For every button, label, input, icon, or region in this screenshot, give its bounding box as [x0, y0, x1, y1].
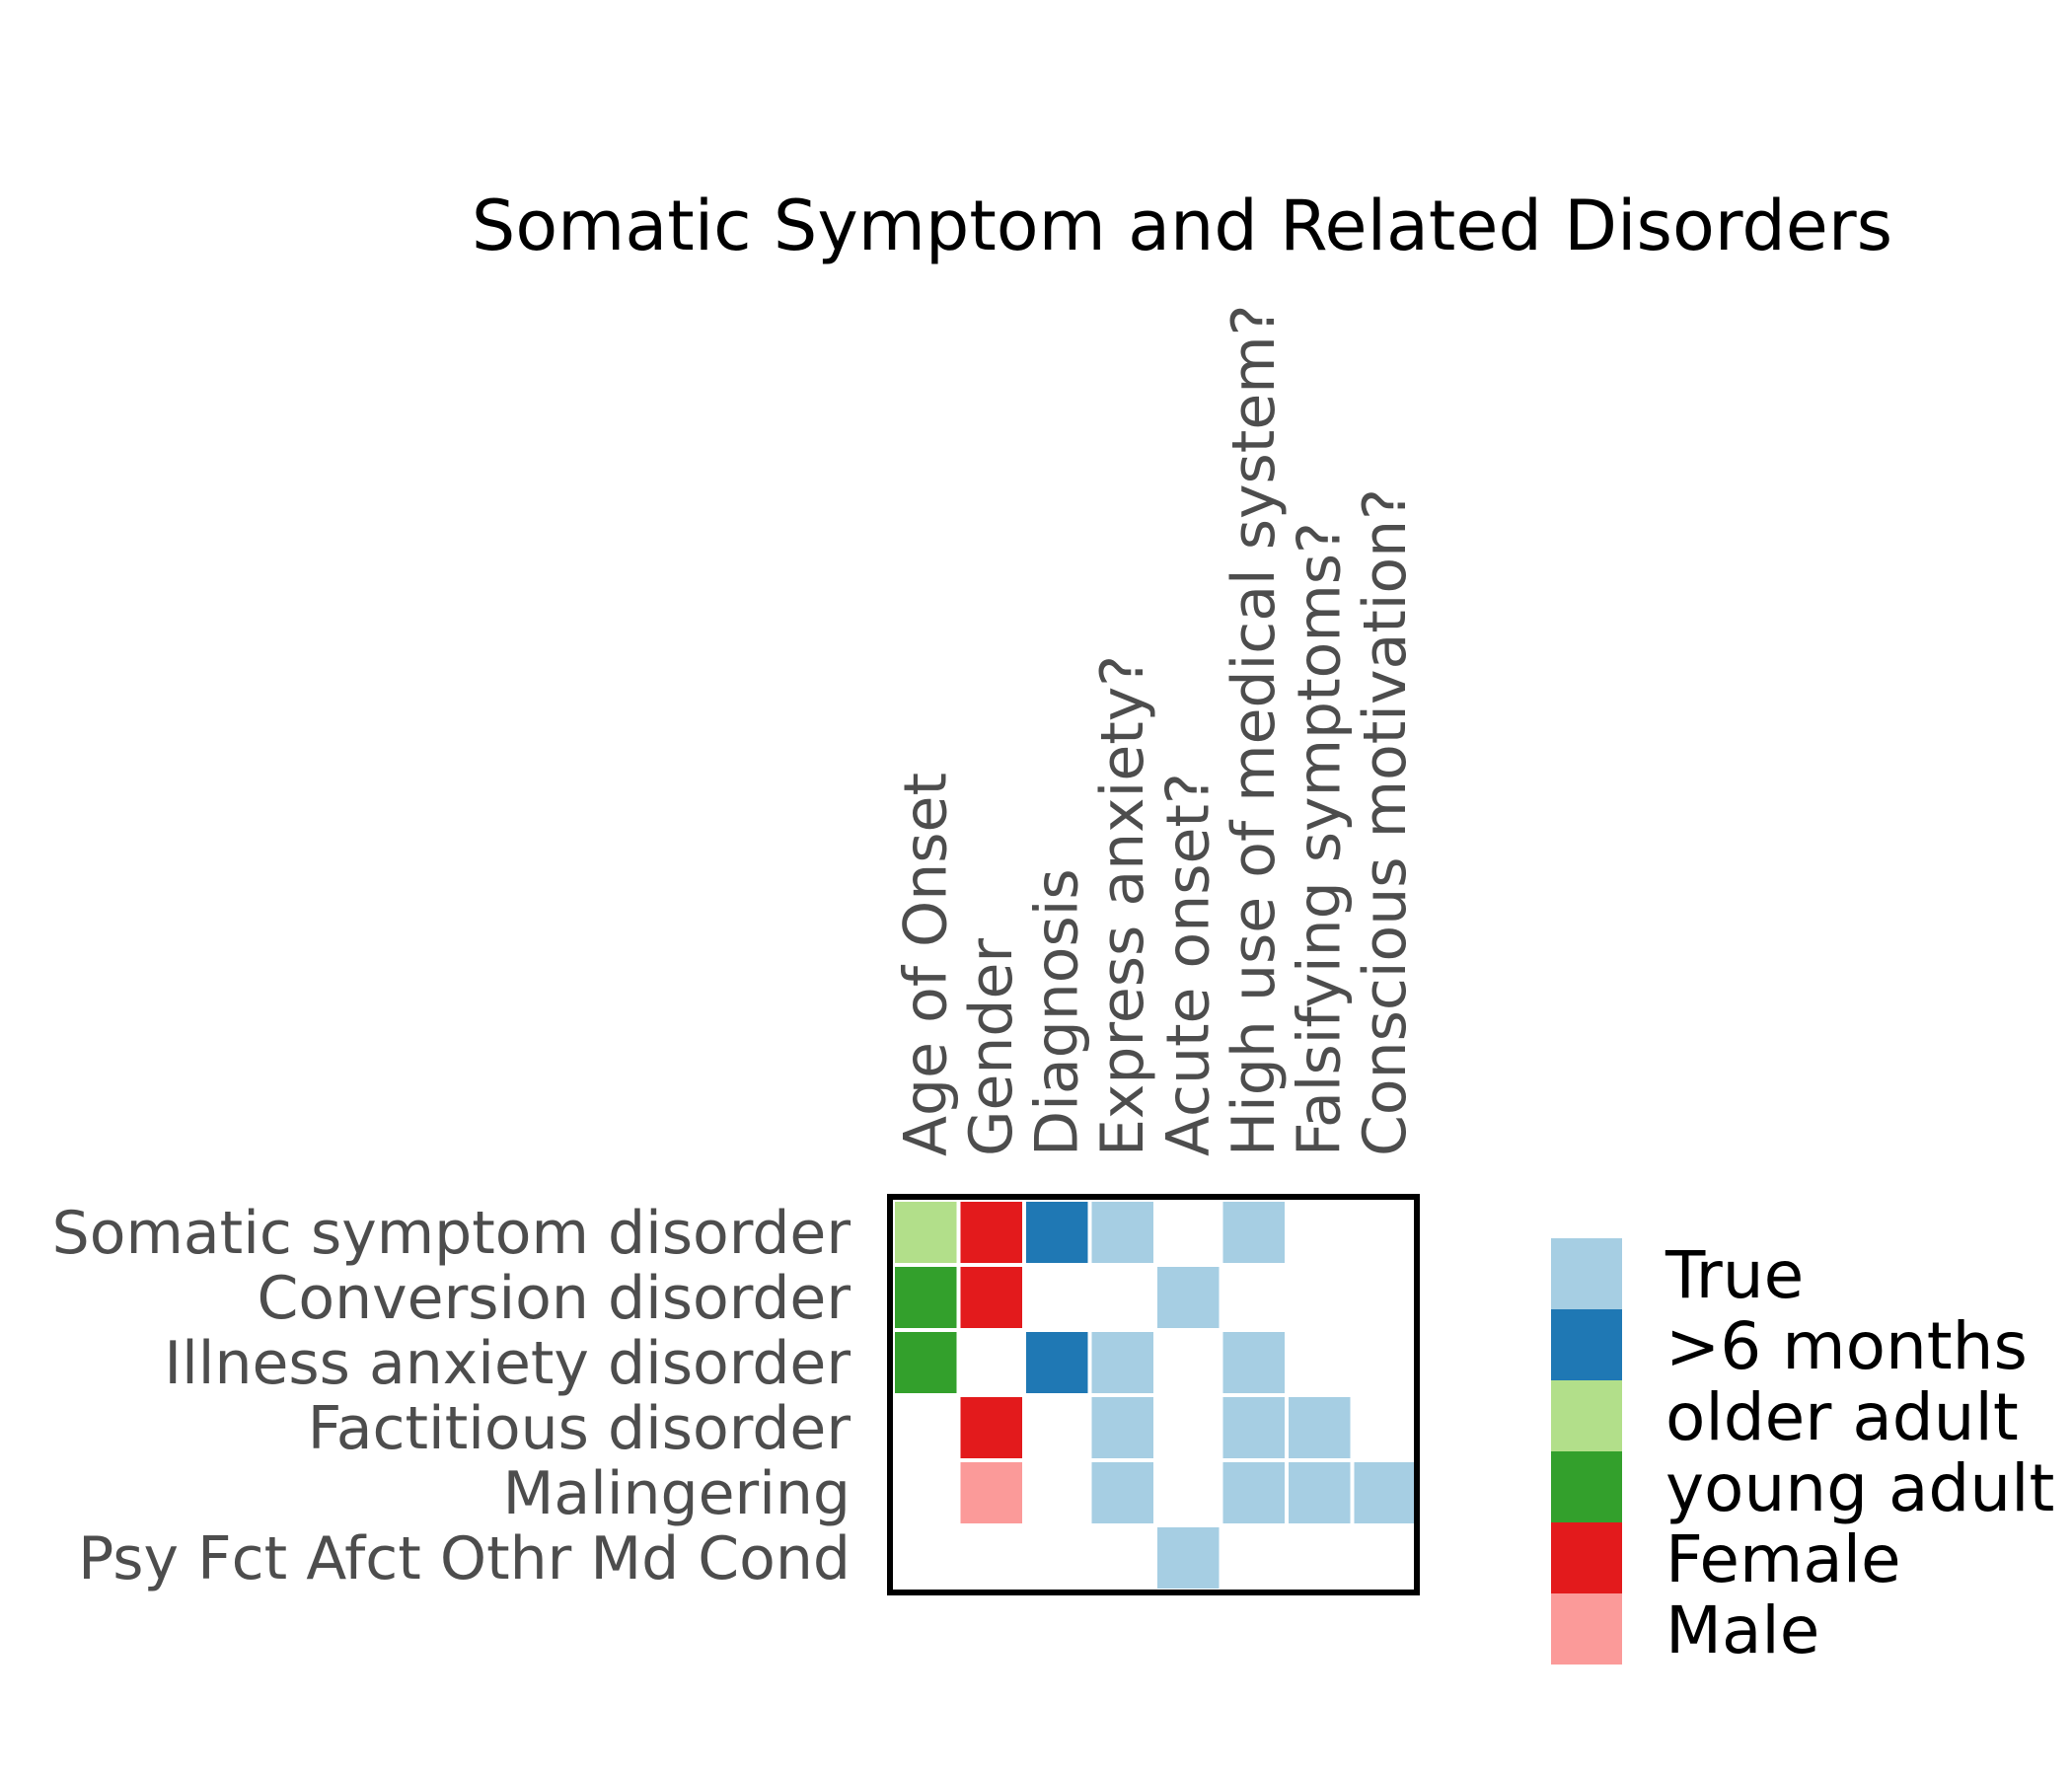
- heatmap-cell-illness-anxiety-disorder-age-of-onset: [895, 1332, 957, 1393]
- row-label-somatic-symptom-disorder: Somatic symptom disorder: [52, 1199, 851, 1268]
- legend-label-female: Female: [1665, 1521, 1901, 1597]
- row-label-psy-fct-afct-othr-md-cond: Psy Fct Afct Othr Md Cond: [78, 1524, 851, 1593]
- heatmap-cell-malingering-express-anxiety: [1091, 1462, 1153, 1523]
- heatmap-cell-factitious-disorder-high-use-of-medical-system: [1222, 1397, 1285, 1458]
- column-label-gender: Gender: [957, 938, 1026, 1156]
- legend-swatch-male: [1551, 1593, 1622, 1665]
- legend-label-true: True: [1665, 1237, 1804, 1313]
- row-label-factitious-disorder: Factitious disorder: [308, 1394, 851, 1463]
- legend-swatch-6-months: [1551, 1309, 1622, 1380]
- heatmap-cell-illness-anxiety-disorder-express-anxiety: [1091, 1332, 1153, 1393]
- heatmap-cell-conversion-disorder-acute-onset: [1157, 1267, 1220, 1328]
- heatmap-cell-conversion-disorder-age-of-onset: [895, 1267, 957, 1328]
- row-label-illness-anxiety-disorder: Illness anxiety disorder: [164, 1329, 851, 1398]
- column-label-acute-onset: Acute onset?: [1153, 773, 1222, 1156]
- column-label-express-anxiety: Express anxiety?: [1088, 655, 1157, 1156]
- heatmap-cell-malingering-high-use-of-medical-system: [1222, 1462, 1285, 1523]
- heatmap-cells: [895, 1202, 1416, 1589]
- heatmap-frame: [887, 1194, 1420, 1595]
- column-label-conscious-motivation: Conscious motivation?: [1351, 488, 1420, 1156]
- column-label-falsifying-symptoms: Falsifying symptoms?: [1285, 522, 1354, 1156]
- column-label-high-use-of-medical-system: High use of medical system?: [1220, 304, 1289, 1156]
- heatmap-cell-somatic-symptom-disorder-age-of-onset: [895, 1202, 957, 1263]
- column-label-age-of-onset: Age of Onset: [891, 773, 960, 1156]
- legend-label-young-adult: young adult: [1665, 1450, 2054, 1526]
- heatmap-cell-malingering-gender: [960, 1462, 1022, 1523]
- heatmap-cell-factitious-disorder-gender: [960, 1397, 1022, 1458]
- heatmap-cell-somatic-symptom-disorder-express-anxiety: [1091, 1202, 1153, 1263]
- heatmap-cell-illness-anxiety-disorder-diagnosis: [1026, 1332, 1088, 1393]
- row-label-conversion-disorder: Conversion disorder: [258, 1264, 851, 1333]
- heatmap-cell-malingering-falsifying-symptoms: [1289, 1462, 1351, 1523]
- legend-label-older-adult: older adult: [1665, 1379, 2019, 1455]
- legend-label-6-months: >6 months: [1665, 1308, 2028, 1384]
- heatmap-cell-factitious-disorder-express-anxiety: [1091, 1397, 1153, 1458]
- legend-swatch-true: [1551, 1238, 1622, 1309]
- heatmap-cell-somatic-symptom-disorder-high-use-of-medical-system: [1222, 1202, 1285, 1263]
- heatmap-cell-somatic-symptom-disorder-diagnosis: [1026, 1202, 1088, 1263]
- column-label-diagnosis: Diagnosis: [1022, 868, 1091, 1156]
- legend-swatch-female: [1551, 1522, 1622, 1593]
- heatmap-cell-psy-fct-afct-othr-md-cond-acute-onset: [1157, 1527, 1220, 1589]
- heatmap-cell-conversion-disorder-gender: [960, 1267, 1022, 1328]
- heatmap-cell-somatic-symptom-disorder-gender: [960, 1202, 1022, 1263]
- heatmap-cell-illness-anxiety-disorder-high-use-of-medical-system: [1222, 1332, 1285, 1393]
- heatmap-cell-malingering-conscious-motivation: [1354, 1462, 1416, 1523]
- legend-label-male: Male: [1665, 1592, 1819, 1668]
- chart-title: Somatic Symptom and Related Disorders: [472, 185, 1892, 266]
- heatmap-cell-factitious-disorder-falsifying-symptoms: [1289, 1397, 1351, 1458]
- legend-swatch-young-adult: [1551, 1451, 1622, 1522]
- legend-swatch-older-adult: [1551, 1380, 1622, 1451]
- row-label-malingering: Malingering: [503, 1459, 851, 1528]
